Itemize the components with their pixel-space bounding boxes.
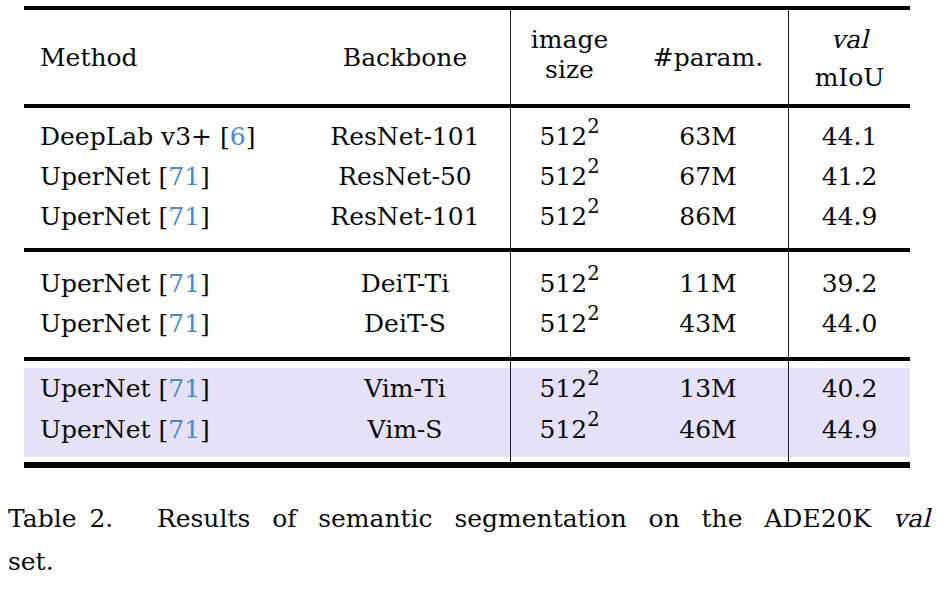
method-cell: UperNet [71] [24, 368, 300, 409]
section-gap [24, 108, 910, 116]
backbone-cell: DeiT-S [300, 303, 510, 343]
method-cell: DeepLab v3+ [6] [24, 116, 300, 156]
section-gap [24, 236, 910, 248]
method-cell: UperNet [71] [24, 409, 300, 450]
table-row: UperNet [71]DeiT-Ti512211M39.2 [24, 263, 910, 303]
table-row: UperNet [71]ResNet-50512267M41.2 [24, 156, 910, 196]
miou-cell: 44.9 [788, 196, 910, 236]
params-cell: 13M [628, 368, 788, 409]
header-row: Method Backbone image size #param. val m… [24, 10, 910, 104]
citation-link[interactable]: 6 [230, 122, 246, 151]
params-cell: 46M [628, 409, 788, 450]
backbone-cell: ResNet-50 [300, 156, 510, 196]
image-size-exponent: 2 [587, 262, 599, 285]
table-row: UperNet [71]Vim-Ti512213M40.2 [24, 368, 910, 409]
col-header-method: Method [24, 10, 300, 104]
params-cell: 43M [628, 303, 788, 343]
section-gap [24, 450, 910, 457]
col-header-backbone: Backbone [300, 10, 510, 104]
method-cell: UperNet [71] [24, 303, 300, 343]
backbone-cell: Vim-S [300, 409, 510, 450]
image-size-header-line1: image [511, 25, 628, 55]
image-size-exponent: 2 [587, 115, 599, 138]
table-caption: Table2. Results of semantic segmentation… [8, 497, 930, 583]
image-size-header-line2: size [511, 55, 628, 85]
params-cell: 11M [628, 263, 788, 303]
section-gap [24, 361, 910, 368]
section-gap [24, 252, 910, 263]
backbone-cell: ResNet-101 [300, 116, 510, 156]
miou-header-line2: mIoU [789, 63, 910, 93]
miou-cell: 39.2 [788, 263, 910, 303]
backbone-cell: Vim-Ti [300, 368, 510, 409]
method-cell: UperNet [71] [24, 156, 300, 196]
method-cell: UperNet [71] [24, 263, 300, 303]
section-gap [24, 343, 910, 357]
image-size-cell: 5122 [510, 116, 628, 156]
image-size-cell: 5122 [510, 409, 628, 450]
citation-link[interactable]: 71 [168, 162, 200, 191]
image-size-cell: 5122 [510, 263, 628, 303]
miou-cell: 44.0 [788, 303, 910, 343]
col-header-miou: val mIoU [788, 10, 910, 104]
bottom-rule [24, 462, 910, 468]
table-row: UperNet [71]Vim-S512246M44.9 [24, 409, 910, 450]
miou-cell: 44.9 [788, 409, 910, 450]
col-header-image-size: image size [510, 10, 628, 104]
image-size-exponent: 2 [587, 195, 599, 218]
backbone-cell: DeiT-Ti [300, 263, 510, 303]
image-size-cell: 5122 [510, 196, 628, 236]
image-size-cell: 5122 [510, 156, 628, 196]
citation-link[interactable]: 71 [168, 374, 200, 403]
params-cell: 86M [628, 196, 788, 236]
citation-link[interactable]: 71 [168, 415, 200, 444]
caption-line2: set. [8, 540, 930, 583]
image-size-exponent: 2 [587, 302, 599, 325]
miou-cell: 44.1 [788, 116, 910, 156]
citation-link[interactable]: 71 [168, 269, 200, 298]
method-cell: UperNet [71] [24, 196, 300, 236]
col-header-params: #param. [628, 10, 788, 104]
table-row: UperNet [71]ResNet-101512286M44.9 [24, 196, 910, 236]
image-size-exponent: 2 [587, 155, 599, 178]
caption-line1: Table2. Results of semantic segmentation… [8, 497, 930, 540]
miou-cell: 41.2 [788, 156, 910, 196]
results-table: Method Backbone image size #param. val m… [24, 6, 910, 468]
backbone-cell: ResNet-101 [300, 196, 510, 236]
params-cell: 67M [628, 156, 788, 196]
miou-header-line1: val [789, 25, 910, 55]
miou-cell: 40.2 [788, 368, 910, 409]
image-size-exponent: 2 [587, 367, 599, 390]
citation-link[interactable]: 71 [168, 202, 200, 231]
table-row: UperNet [71]DeiT-S512243M44.0 [24, 303, 910, 343]
page: Method Backbone image size #param. val m… [0, 0, 946, 591]
citation-link[interactable]: 71 [168, 309, 200, 338]
image-size-exponent: 2 [587, 408, 599, 431]
image-size-cell: 5122 [510, 368, 628, 409]
params-cell: 63M [628, 116, 788, 156]
image-size-cell: 5122 [510, 303, 628, 343]
table-row: DeepLab v3+ [6]ResNet-101512263M44.1 [24, 116, 910, 156]
